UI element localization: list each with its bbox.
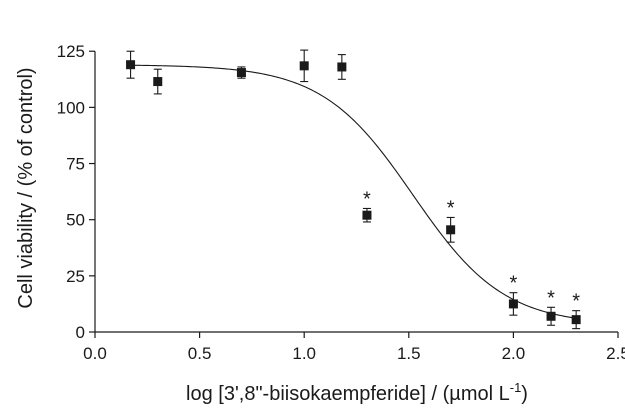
data-marker <box>446 225 456 235</box>
data-point <box>153 68 163 95</box>
x-tick-label: 2.5 <box>606 344 625 363</box>
data-marker <box>362 210 372 220</box>
data-point <box>299 49 309 83</box>
data-point: * <box>571 291 581 330</box>
data-marker <box>546 311 556 321</box>
fit-curve <box>130 64 577 319</box>
data-point: * <box>508 273 518 316</box>
y-tick-label: 100 <box>57 98 85 117</box>
data-marker <box>126 60 136 70</box>
data-point <box>126 50 136 79</box>
x-axis-label: log [3',8"-biisokaempferide] / (µmol L-1… <box>186 380 528 405</box>
x-tick-label: 1.0 <box>292 344 316 363</box>
x-tick-label: 2.0 <box>502 344 526 363</box>
y-tick-label: 0 <box>76 323 85 342</box>
data-point: * <box>446 197 456 243</box>
data-marker <box>571 315 581 325</box>
y-tick-label: 25 <box>66 267 85 286</box>
significance-mark: * <box>447 197 455 219</box>
y-axis-label: Cell viability / (% of control) <box>15 67 37 308</box>
x-tick-label: 0.5 <box>188 344 212 363</box>
data-marker <box>299 61 309 71</box>
data-point <box>337 54 347 80</box>
data-points: * * * * * <box>126 49 581 330</box>
data-marker <box>153 77 163 87</box>
axes <box>94 51 618 333</box>
x-ticks: 0.0 0.5 1.0 1.5 2.0 2.5 <box>83 332 625 363</box>
x-tick-label: 0.0 <box>83 344 107 363</box>
significance-mark: * <box>547 287 555 309</box>
data-point: * <box>362 188 372 223</box>
significance-mark: * <box>363 188 371 210</box>
significance-mark: * <box>572 291 580 313</box>
y-ticks: 0 25 50 75 100 125 <box>57 42 95 342</box>
y-tick-label: 125 <box>57 42 85 61</box>
y-tick-label: 75 <box>66 155 85 174</box>
significance-mark: * <box>510 273 518 295</box>
data-point <box>236 66 246 79</box>
data-marker <box>337 62 347 72</box>
y-tick-label: 50 <box>66 211 85 230</box>
data-marker <box>236 68 246 78</box>
x-tick-label: 1.5 <box>397 344 421 363</box>
data-marker <box>508 299 518 309</box>
data-point: * <box>546 287 556 326</box>
